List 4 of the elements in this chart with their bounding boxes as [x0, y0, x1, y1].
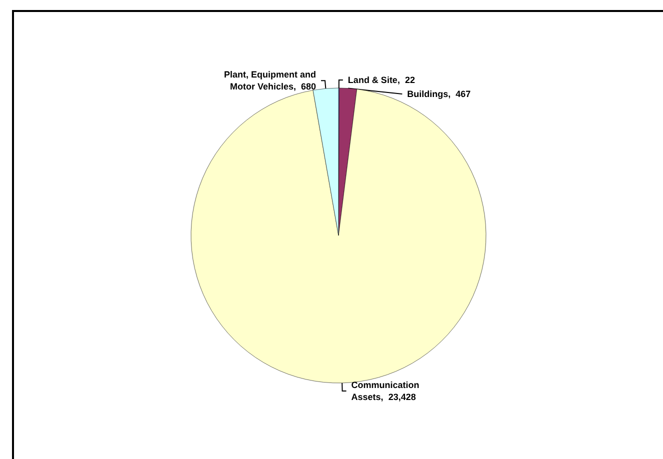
slice-label: Plant, Equipment and Motor Vehicles, 680	[224, 70, 316, 92]
slice-label: Buildings, 467	[407, 88, 471, 99]
slice-label: Land & Site, 22	[348, 74, 415, 85]
slice-label: Communication Assets, 23,428	[351, 380, 420, 402]
